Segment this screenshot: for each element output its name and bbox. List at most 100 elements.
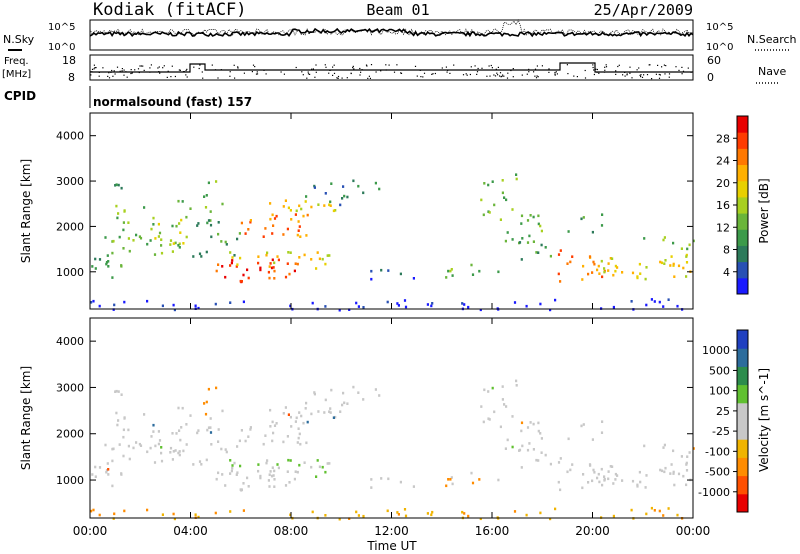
velocity-cell: [669, 472, 672, 475]
nave-dot: [535, 77, 538, 79]
velocity-cell: [215, 386, 218, 390]
freq-line: [90, 62, 693, 73]
velocity-cell: [537, 429, 540, 433]
nave-dot: [434, 72, 436, 75]
power-cell: [328, 254, 331, 257]
nave-dot: [251, 71, 253, 73]
power-cell: [289, 209, 292, 212]
x-tick-label: 04:00: [173, 524, 208, 538]
velocity-cell: [132, 446, 135, 450]
power-cell: [221, 265, 224, 268]
colorbar-tick-label: 28: [716, 132, 730, 145]
nave-dot: [465, 73, 467, 75]
velocity-cell: [636, 485, 639, 488]
velocity-cell: [90, 509, 93, 513]
velocity-cell: [122, 435, 125, 439]
nave-dot: [655, 73, 657, 75]
nave-dot: [521, 74, 523, 76]
velocity-cell: [282, 440, 285, 444]
nave-dot: [497, 66, 499, 68]
nave-dot: [595, 68, 597, 70]
power-cell: [217, 263, 220, 266]
power-cell: [169, 243, 172, 246]
power-cell: [271, 258, 274, 262]
nave-dot: [123, 74, 125, 76]
power-cell: [362, 191, 365, 195]
power-cell: [98, 258, 102, 261]
power-cell: [177, 199, 180, 203]
power-cell: [378, 187, 381, 191]
velocity-cell: [94, 465, 97, 469]
velocity-cell: [609, 465, 612, 468]
velocity-cell: [532, 448, 535, 451]
power-cell: [105, 261, 109, 264]
power-cell: [118, 235, 121, 239]
nave-dot: [307, 73, 310, 75]
nave-dot: [622, 74, 624, 76]
power-cell: [217, 232, 220, 236]
power-cell: [540, 229, 543, 233]
power-cell: [122, 247, 125, 250]
power-panel: 1000 2000 3000 4000 Slant Range [km] 28 24 20…: [19, 112, 771, 312]
nave-dot: [474, 65, 476, 67]
power-cell: [450, 268, 453, 271]
velocity-colorbar-label: Velocity [m s^-1]: [757, 368, 771, 472]
nave-dot: [603, 71, 606, 73]
velocity-cell: [287, 413, 290, 416]
date-title: 25/Apr/2009: [594, 1, 693, 19]
velocity-cell: [209, 426, 212, 429]
power-cell: [592, 260, 595, 264]
power-cell: [257, 255, 260, 258]
velocity-cell: [247, 485, 250, 488]
power-cell: [205, 194, 208, 197]
power-cell: [330, 182, 333, 185]
power-cell: [631, 271, 635, 275]
power-cell: [182, 242, 185, 245]
power-cell: [513, 301, 517, 304]
power-cell: [525, 304, 528, 308]
power-cell: [271, 213, 274, 217]
velocity-cell: [339, 410, 342, 413]
power-cell: [94, 257, 97, 261]
power-cell: [644, 277, 647, 281]
nave-dot: [604, 66, 606, 68]
power-cell: [447, 269, 450, 273]
power-ylabel: Slant Range [km]: [19, 159, 33, 263]
colorbar-swatch: [737, 348, 748, 367]
velocity-cell: [600, 431, 604, 434]
nave-dot: [493, 74, 495, 76]
nave-dot: [661, 66, 663, 68]
velocity-cell: [685, 469, 689, 472]
colorbar-tick-label: 8: [723, 244, 730, 257]
velocity-cell: [479, 517, 482, 521]
power-cell: [128, 249, 131, 253]
power-cell: [499, 218, 502, 221]
velocity-cell: [205, 400, 208, 404]
velocity-cell: [600, 467, 603, 471]
nave-dot: [114, 73, 116, 75]
velocity-cell: [342, 391, 345, 395]
power-cell: [94, 267, 97, 270]
velocity-cell: [581, 486, 584, 490]
power-cell: [461, 302, 464, 305]
nave-dot: [604, 69, 606, 71]
nave-dot: [640, 74, 642, 76]
nave-label: Nave: [758, 65, 786, 78]
power-cell: [504, 239, 507, 243]
power-cell: [506, 231, 509, 234]
power-cell: [209, 219, 212, 222]
noise-search-label: N.Search: [747, 33, 797, 46]
velocity-cell: [601, 420, 604, 423]
nave-dot: [615, 70, 617, 72]
nave-dot: [486, 75, 488, 77]
nave-dot: [629, 66, 631, 68]
velocity-cell: [207, 426, 211, 429]
nave-dot: [182, 71, 185, 73]
velocity-cell: [528, 442, 531, 445]
velocity-cell: [362, 514, 365, 518]
noise-sky-label: N.Sky: [3, 33, 35, 46]
nave-dot: [332, 66, 334, 68]
velocity-cell: [501, 385, 504, 388]
velocity-cell: [513, 510, 517, 513]
velocity-cell: [242, 482, 245, 485]
